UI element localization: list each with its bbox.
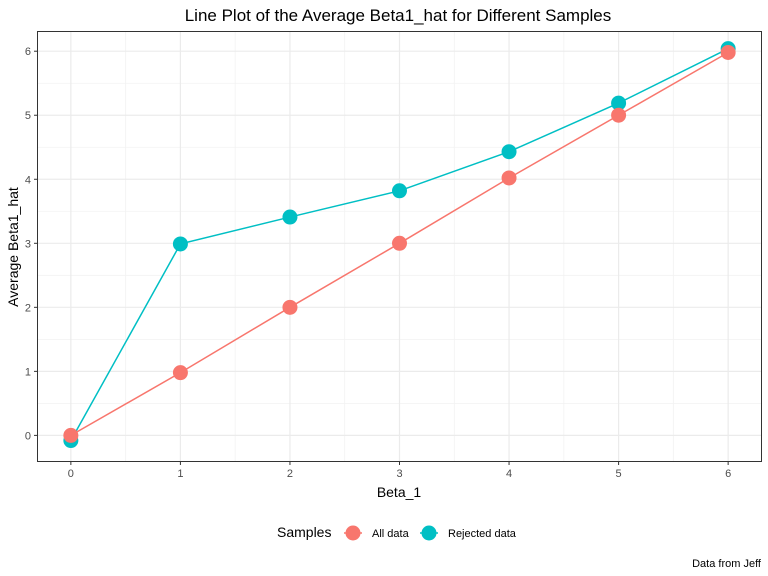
x-tick-label: 4 — [506, 468, 512, 480]
x-tick-label: 3 — [396, 468, 402, 480]
x-axis-title: Beta_1 — [377, 484, 422, 500]
data-point — [172, 365, 188, 381]
x-tick-label: 0 — [68, 468, 74, 480]
data-point — [63, 427, 79, 443]
data-point — [282, 209, 298, 225]
data-point — [611, 95, 627, 111]
legend-label: All data — [372, 528, 410, 540]
x-tick-label: 2 — [287, 468, 293, 480]
y-axis: 0 1 2 3 4 5 6 — [25, 46, 38, 442]
data-point — [392, 235, 407, 251]
y-tick-label: 6 — [25, 46, 31, 58]
x-tick-label: 5 — [616, 468, 622, 480]
y-tick-label: 1 — [25, 366, 31, 378]
x-axis: 0 1 2 3 4 5 6 — [68, 461, 731, 480]
legend-key-point — [421, 525, 437, 541]
legend-title: Samples — [277, 524, 331, 540]
legend-item-rejected-data: Rejected data — [420, 525, 517, 541]
legend: Samples All data Rejected data — [277, 524, 517, 541]
y-tick-label: 0 — [25, 430, 31, 442]
caption: Data from Jeff — [692, 558, 762, 570]
y-axis-title: Average Beta1_hat — [5, 187, 21, 307]
data-point — [501, 170, 517, 186]
data-point — [172, 236, 188, 252]
chart-title: Line Plot of the Average Beta1_hat for D… — [185, 6, 612, 25]
y-tick-label: 5 — [25, 110, 31, 122]
x-tick-label: 6 — [725, 468, 731, 480]
legend-item-all-data: All data — [344, 525, 410, 541]
y-tick-label: 3 — [25, 238, 31, 250]
data-point — [392, 183, 407, 199]
series-points-all-data — [63, 44, 736, 443]
x-tick-label: 1 — [177, 468, 183, 480]
y-tick-label: 4 — [25, 174, 31, 186]
series-layer — [63, 41, 736, 449]
data-point — [720, 44, 736, 60]
data-point — [282, 299, 298, 315]
data-point — [611, 107, 627, 123]
legend-key-point — [345, 525, 361, 541]
y-tick-label: 2 — [25, 302, 31, 314]
legend-label: Rejected data — [448, 528, 517, 540]
data-point — [501, 144, 517, 160]
